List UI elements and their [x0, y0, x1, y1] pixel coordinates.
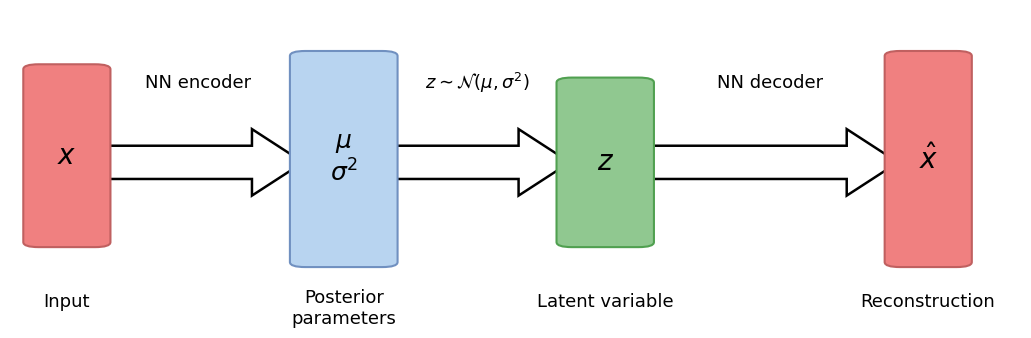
Text: $z \sim \mathcal{N}(\mu, \sigma^2)$: $z \sim \mathcal{N}(\mu, \sigma^2)$	[425, 71, 530, 95]
FancyBboxPatch shape	[290, 51, 398, 267]
Text: $\hat{x}$: $\hat{x}$	[919, 144, 938, 174]
Text: Latent variable: Latent variable	[537, 293, 674, 311]
Polygon shape	[99, 129, 303, 196]
Text: $z$: $z$	[597, 148, 613, 176]
Text: $x$: $x$	[57, 142, 76, 170]
Polygon shape	[641, 129, 898, 196]
Text: NN encoder: NN encoder	[144, 74, 251, 92]
Polygon shape	[386, 129, 570, 196]
Text: NN decoder: NN decoder	[717, 74, 823, 92]
FancyBboxPatch shape	[24, 64, 110, 247]
FancyBboxPatch shape	[885, 51, 972, 267]
FancyBboxPatch shape	[557, 78, 654, 247]
Text: Input: Input	[43, 293, 90, 311]
Text: $\mu$
$\sigma^2$: $\mu$ $\sigma^2$	[330, 131, 358, 187]
Text: Posterior
parameters: Posterior parameters	[292, 289, 397, 328]
Text: Reconstruction: Reconstruction	[860, 293, 995, 311]
